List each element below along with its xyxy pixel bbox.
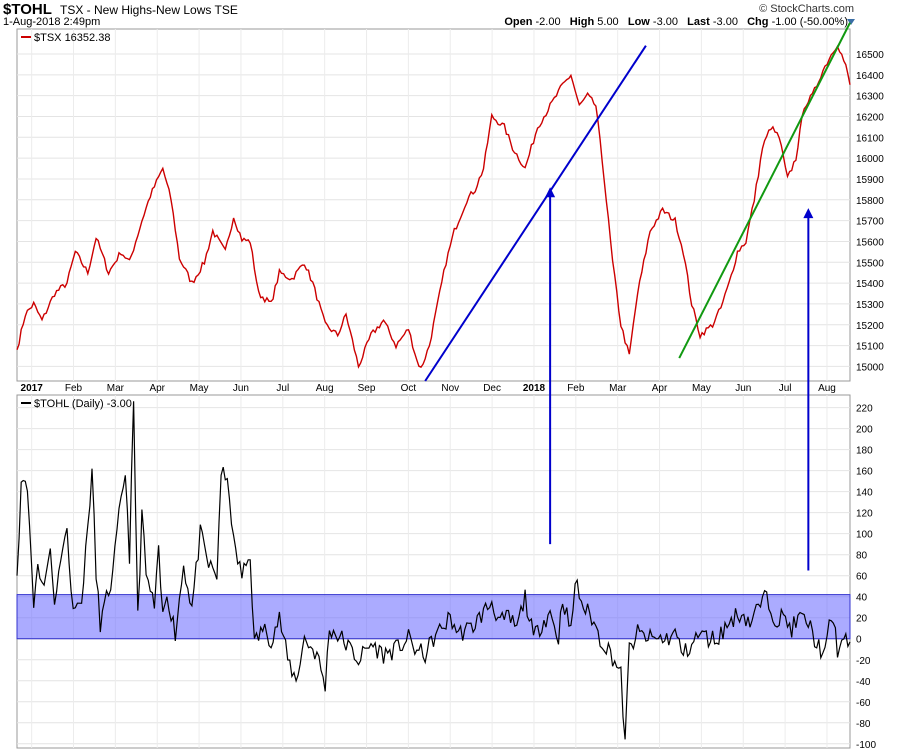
chg-value: -1.00 (-50.00%) <box>771 16 848 28</box>
price-panel-frame <box>16 28 851 382</box>
breadth-y-tick-label: 160 <box>856 467 873 478</box>
price-y-tick-label: 16200 <box>856 112 884 123</box>
chg-label: Chg <box>747 16 769 28</box>
breadth-y-tick-label: -20 <box>856 656 871 667</box>
breadth-y-tick-label: -40 <box>856 677 871 688</box>
breadth-y-tick-label: 20 <box>856 614 868 625</box>
quote-bar: Open -2.00 High 5.00 Low -3.00 Last -3.0… <box>504 16 848 28</box>
x-tick-label: May <box>692 383 711 394</box>
neutral-band <box>16 594 851 640</box>
price-y-tick-label: 15500 <box>856 258 884 269</box>
x-tick-label: Jun <box>233 383 249 394</box>
x-tick-label: Aug <box>316 383 334 394</box>
breadth-y-tick-label: 120 <box>856 509 873 520</box>
price-y-tick-label: 16000 <box>856 154 884 165</box>
breadth-y-tick-label: 140 <box>856 488 873 499</box>
blue-trendline <box>424 45 647 382</box>
tsx-legend: $TSX 16352.38 <box>21 32 110 44</box>
symbol-title: $TOHL <box>3 1 52 18</box>
breadth-y-axis: -100 -80 -60 -40 -20 0 20 40 60 80 100 120 140 160 180… <box>856 404 876 750</box>
x-tick-label: Sep <box>358 383 376 394</box>
price-y-tick-label: 16300 <box>856 92 884 103</box>
price-y-tick-label: 15400 <box>856 279 884 290</box>
x-tick-label: Nov <box>441 383 459 394</box>
price-y-tick-label: 15100 <box>856 342 884 353</box>
breadth-y-tick-label: -80 <box>856 719 871 730</box>
price-y-tick-label: 15700 <box>856 217 884 228</box>
x-tick-label: Jul <box>779 383 792 394</box>
x-tick-label: Feb <box>65 383 83 394</box>
breadth-y-tick-label: 80 <box>856 551 868 562</box>
x-tick-label: Dec <box>483 383 501 394</box>
x-tick-label: 2017 <box>21 383 44 394</box>
x-tick-label: May <box>190 383 209 394</box>
last-value: -3.00 <box>712 16 738 28</box>
last-label: Last <box>687 16 710 28</box>
breadth-y-tick-label: -60 <box>856 698 871 709</box>
x-tick-label: Jul <box>276 383 289 394</box>
symbol-description: TSX - New Highs-New Lows TSE <box>60 3 238 17</box>
breadth-y-tick-label: 60 <box>856 572 868 583</box>
breadth-panel-frame <box>16 394 851 749</box>
low-label: Low <box>627 16 650 28</box>
x-tick-label: Mar <box>609 383 627 394</box>
tohl-breadth-line <box>16 401 851 740</box>
x-tick-label: 2018 <box>523 383 546 394</box>
green-trendline <box>678 22 851 359</box>
price-y-tick-label: 15800 <box>856 196 884 207</box>
x-tick-label: Apr <box>652 383 668 394</box>
annotation-arrow-head <box>545 187 556 198</box>
tsx-price-line <box>16 44 851 369</box>
x-tick-label: Jun <box>735 383 751 394</box>
breadth-plot <box>16 401 851 740</box>
breadth-y-tick-label: 200 <box>856 425 873 436</box>
price-y-tick-label: 15900 <box>856 175 884 186</box>
tohl-legend-label: $TOHL (Daily) -3.00 <box>34 398 132 410</box>
price-y-tick-label: 15000 <box>856 362 884 373</box>
high-value: 5.00 <box>597 16 619 28</box>
x-tick-label: Oct <box>401 383 417 394</box>
high-label: High <box>569 16 595 28</box>
chart-date: 1-Aug-2018 2:49pm <box>3 16 101 28</box>
chevron-down-icon[interactable] <box>847 19 855 25</box>
price-y-tick-label: 16100 <box>856 133 884 144</box>
price-y-tick-label: 15300 <box>856 300 884 311</box>
low-value: -3.00 <box>652 16 678 28</box>
breadth-y-tick-label: 100 <box>856 530 873 541</box>
chart-header: $TOHL TSX - New Highs-New Lows TSE 1-Aug… <box>0 0 900 28</box>
open-value: -2.00 <box>535 16 561 28</box>
price-y-axis: 15000 15100 15200 15300 15400 15500 15600 15700… <box>856 50 884 373</box>
breadth-y-tick-label: 0 <box>856 635 862 646</box>
breadth-y-tick-label: -100 <box>856 740 876 750</box>
open-label: Open <box>504 16 533 28</box>
breadth-y-tick-label: 220 <box>856 404 873 415</box>
annotation-layer <box>545 187 814 571</box>
price-y-tick-label: 15200 <box>856 321 884 332</box>
x-tick-label: Apr <box>149 383 165 394</box>
annotation-arrow-head <box>803 208 814 219</box>
tohl-legend: $TOHL (Daily) -3.00 <box>21 398 132 410</box>
price-y-tick-label: 15600 <box>856 237 884 248</box>
price-plot <box>16 22 851 382</box>
brand-label: © StockCharts.com <box>759 3 854 15</box>
tsx-legend-label: $TSX 16352.38 <box>34 32 110 44</box>
breadth-y-tick-label: 40 <box>856 593 868 604</box>
date-x-axis: 2017 Feb Mar Apr May Jun Jul Aug Sep Oct Nov Dec 201… <box>21 383 836 394</box>
x-tick-label: Mar <box>107 383 125 394</box>
price-y-tick-label: 16500 <box>856 50 884 61</box>
x-tick-label: Aug <box>818 383 836 394</box>
price-y-tick-label: 16400 <box>856 71 884 82</box>
breadth-y-tick-label: 180 <box>856 446 873 457</box>
x-tick-label: Feb <box>567 383 585 394</box>
